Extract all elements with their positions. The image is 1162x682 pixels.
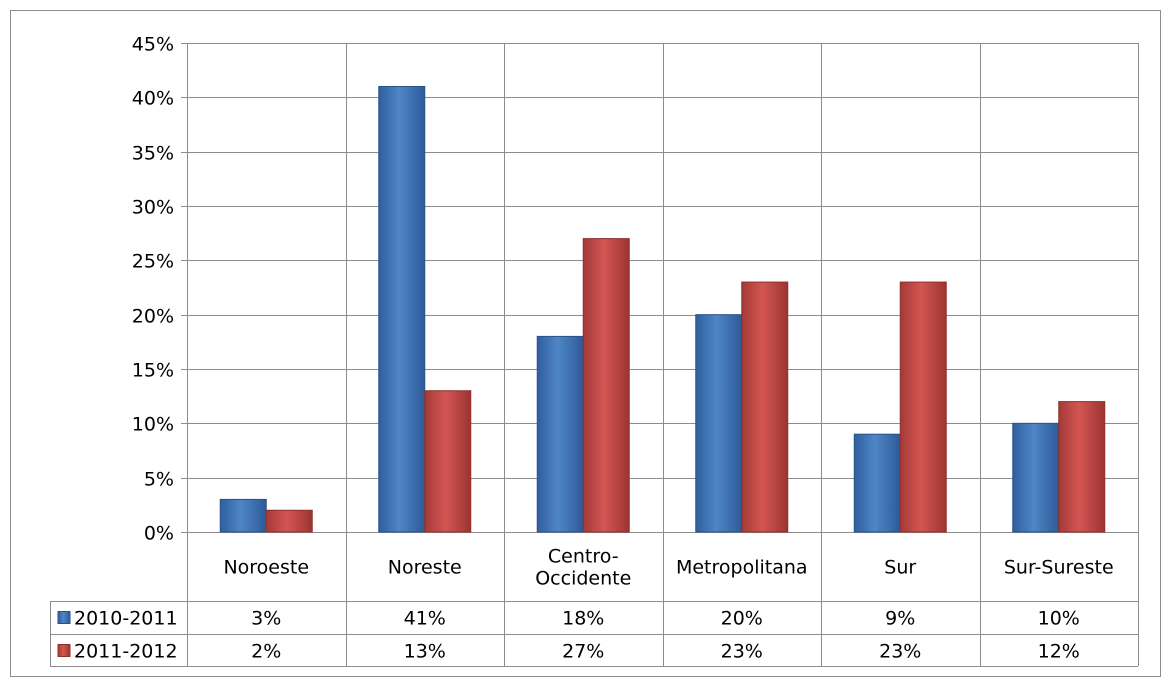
bar-2010-2011-Sur-Sureste: [1012, 422, 1060, 533]
bar-2011-2012-Sur-Sureste: [1058, 401, 1106, 533]
y-tick-label: 35%: [132, 143, 174, 165]
y-tick-label: 15%: [132, 360, 174, 382]
bar-2010-2011-Metropolitana: [695, 314, 743, 533]
x-category-label: Sur-Sureste: [1004, 557, 1114, 579]
bar-2010-2011-Noreste: [378, 85, 426, 533]
x-category-label: Sur: [884, 557, 916, 579]
y-tick-label: 5%: [144, 469, 174, 491]
bar-2011-2012-Centro-Occidente: [582, 238, 630, 533]
data-table-value: 23%: [879, 641, 921, 663]
x-category-label: Noreste: [388, 557, 462, 579]
bar-2011-2012-Metropolitana: [741, 281, 789, 533]
x-category-label: Centro-Occidente: [535, 546, 631, 590]
y-tick-label: 40%: [132, 88, 174, 110]
legend-key-2011-2012: [57, 644, 71, 657]
legend-label: 2010-2011: [74, 608, 178, 630]
bar-2010-2011-Centro-Occidente: [536, 335, 584, 533]
data-table-value: 20%: [721, 608, 763, 630]
y-tick-label: 30%: [132, 197, 174, 219]
y-tick-label: 10%: [132, 414, 174, 436]
bar-2010-2011-Sur: [853, 433, 901, 533]
data-table-value: 18%: [562, 608, 604, 630]
legend-key-2010-2011: [57, 611, 71, 624]
bar-2010-2011-Noroeste: [219, 498, 267, 533]
y-axis-tick-labels: 0% 5% 10% 15% 20% 25% 30% 35% 40% 45%: [132, 34, 174, 545]
x-category-label: Noroeste: [223, 557, 309, 579]
bar-2011-2012-Noroeste: [265, 509, 313, 533]
data-table-value: 23%: [721, 641, 763, 663]
data-table-value: 13%: [404, 641, 446, 663]
y-tick-label: 20%: [132, 306, 174, 328]
y-tick-label: 25%: [132, 251, 174, 273]
y-tick-label: 0%: [144, 523, 174, 545]
bar-2011-2012-Sur: [899, 281, 947, 533]
gridlines: [181, 43, 1139, 666]
data-table-value: 2%: [251, 641, 281, 663]
bar-2011-2012-Noreste: [424, 390, 472, 533]
data-table-value: 27%: [562, 641, 604, 663]
y-tick-label: 45%: [132, 34, 174, 56]
data-table-value: 10%: [1038, 608, 1080, 630]
data-table-value: 9%: [885, 608, 915, 630]
data-table-value: 3%: [251, 608, 281, 630]
legend-label: 2011-2012: [74, 641, 178, 663]
data-table: Noroeste Noreste Centro-Occidente Metropoli…: [50, 546, 1138, 667]
bar-chart: 0%5%10%15%20%25%30%35%40%45% Noroeste Nor…: [10, 10, 1161, 677]
chart-frame: 0% 5% 10% 15% 20% 25% 30% 35% 40% 45% Noroeste Nor…: [10, 10, 1162, 677]
data-table-value: 12%: [1038, 641, 1080, 663]
x-category-label: Metropolitana: [676, 557, 808, 579]
data-table-value: 41%: [404, 608, 446, 630]
bars: [219, 85, 1106, 533]
